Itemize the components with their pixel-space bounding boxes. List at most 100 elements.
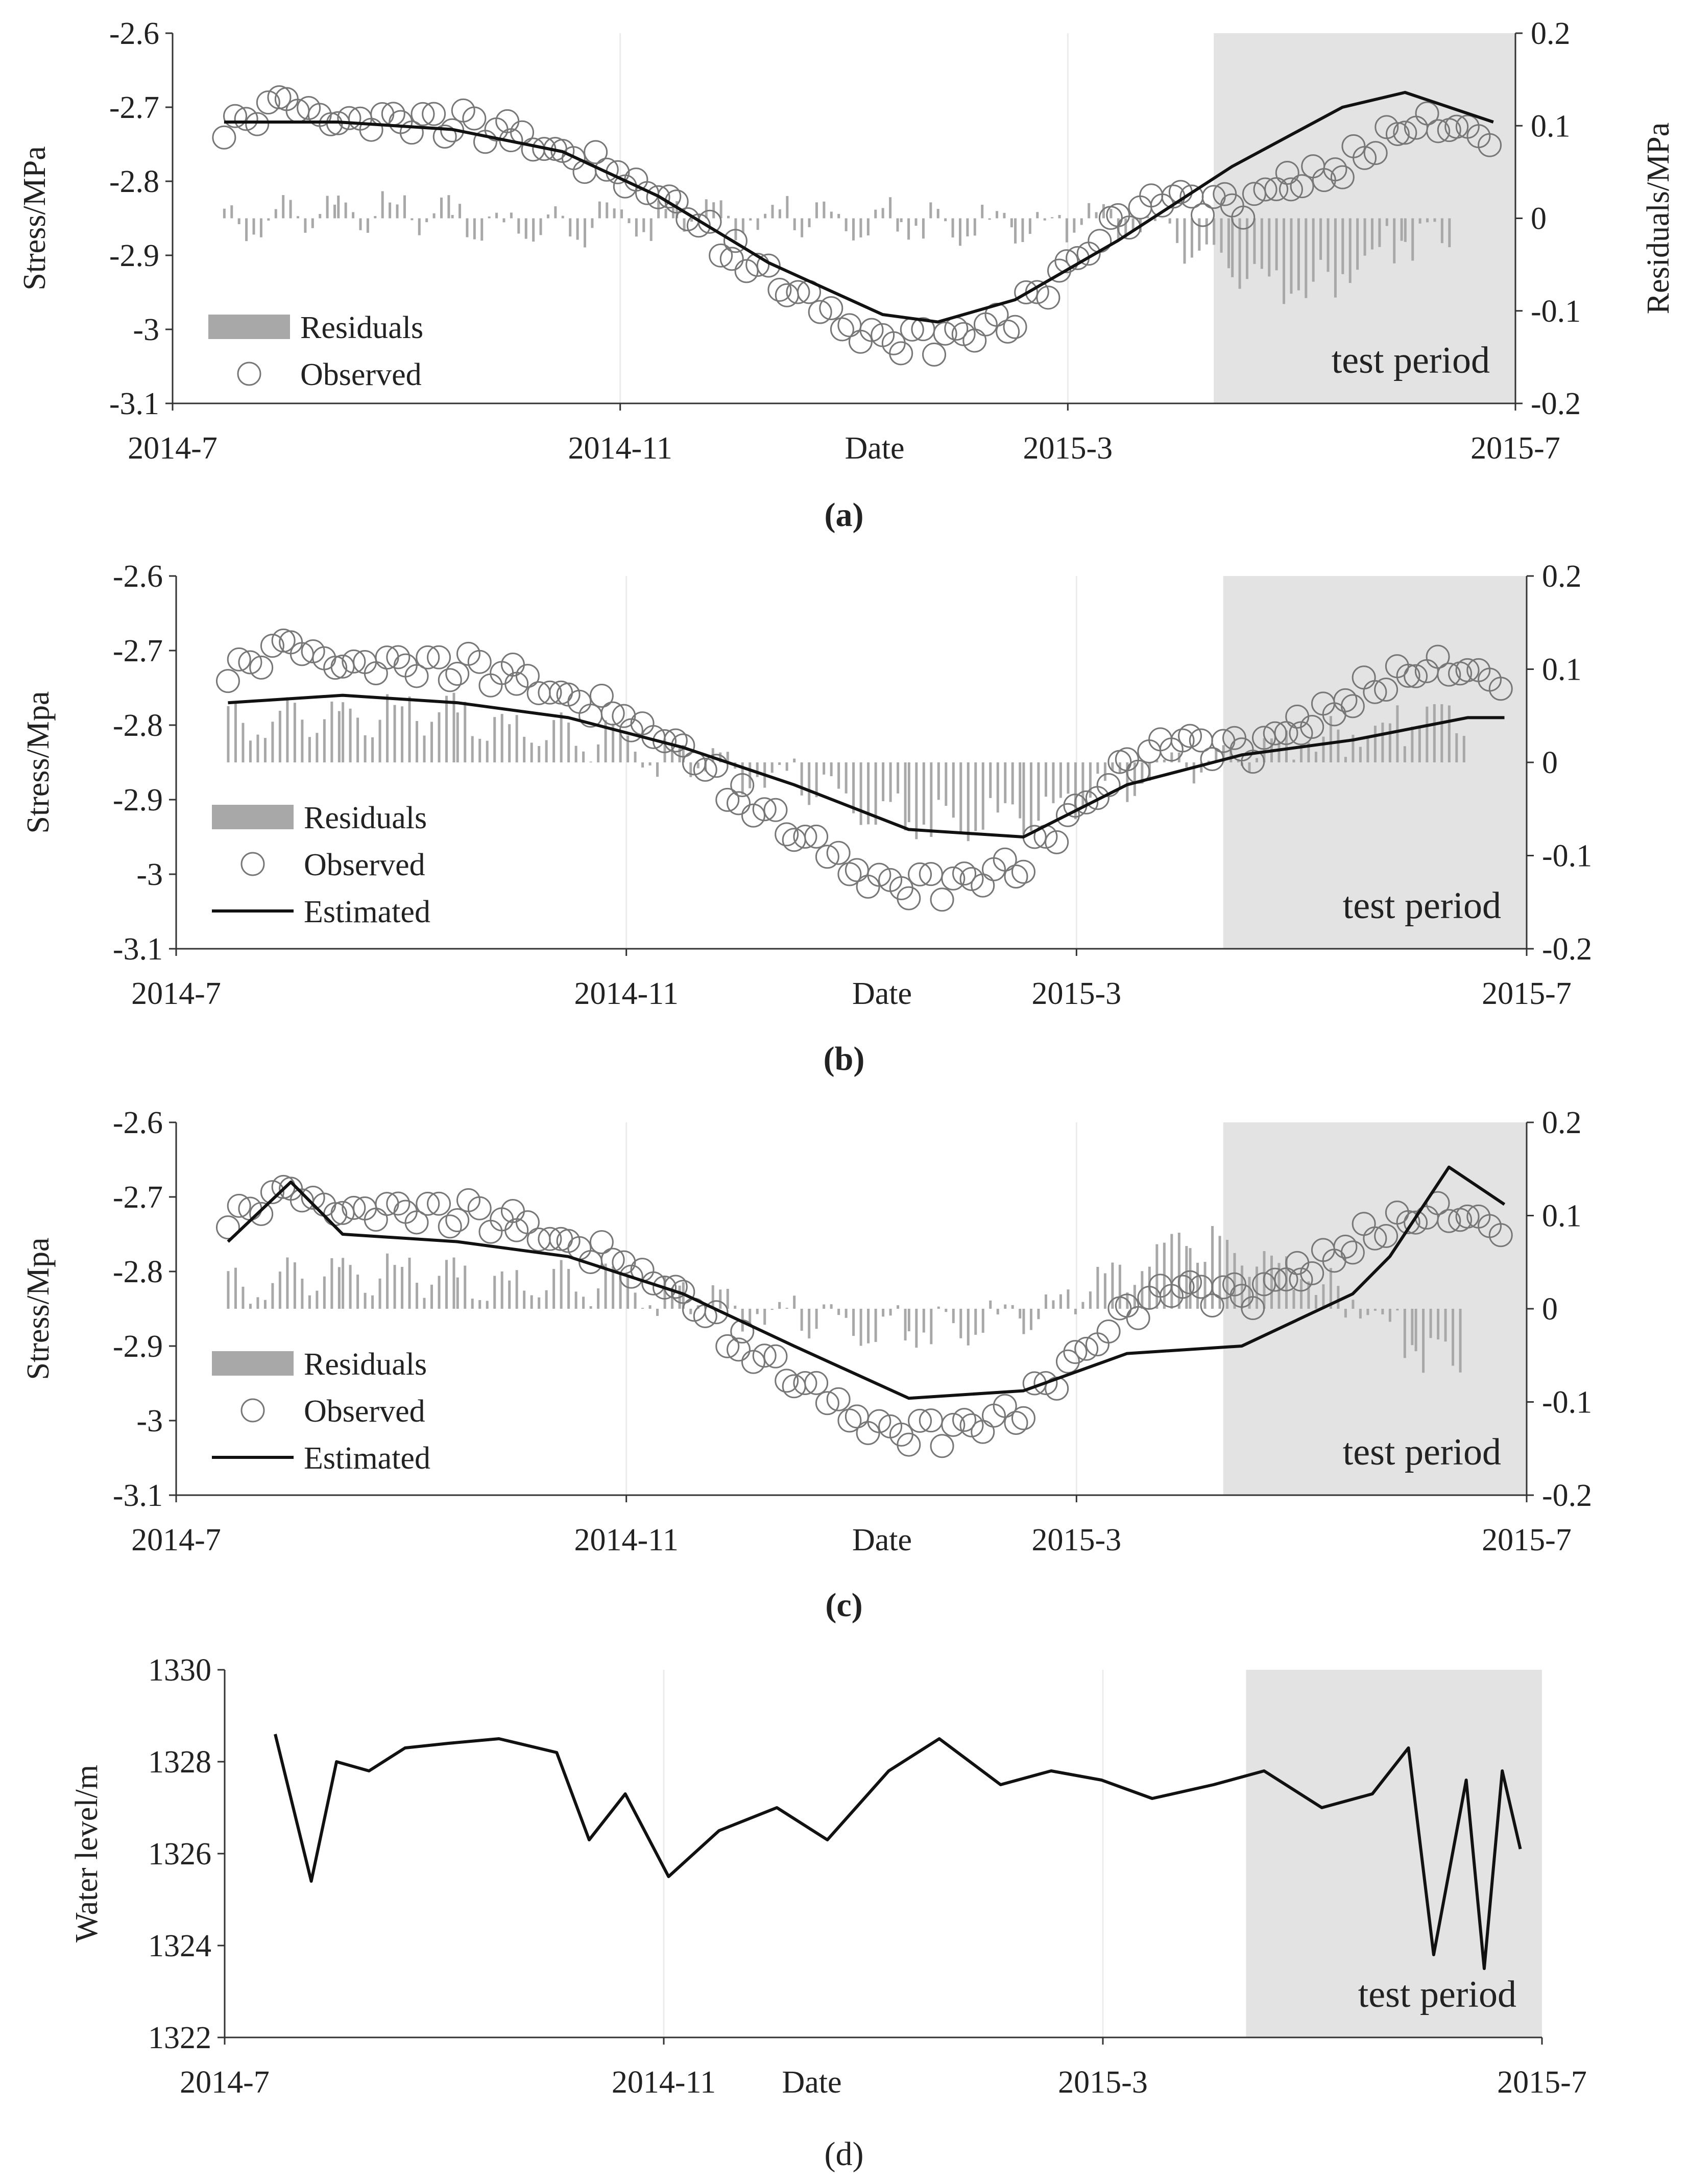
residual-bar <box>330 701 333 762</box>
residual-bar <box>582 751 585 762</box>
observed-point <box>763 1344 788 1369</box>
residual-bar <box>403 195 406 219</box>
residual-bar <box>1344 1309 1347 1318</box>
residual-bar <box>1366 736 1369 762</box>
observed-point <box>1300 1261 1324 1285</box>
residual-bar <box>815 1309 818 1329</box>
observed-point <box>1126 1306 1150 1330</box>
residual-bar <box>1096 1266 1099 1309</box>
residual-bar <box>308 737 311 762</box>
residual-bar <box>1183 218 1186 264</box>
residual-bar <box>922 762 925 825</box>
residual-bar <box>1322 1284 1325 1309</box>
residual-bar <box>1462 736 1465 762</box>
residual-bar <box>1277 741 1281 762</box>
residual-bar <box>1297 218 1300 291</box>
residual-bar <box>1426 218 1429 223</box>
observed-point <box>815 1391 839 1415</box>
observed-point <box>438 1214 462 1239</box>
y-axis-label-left: Stress/MPa <box>17 146 52 290</box>
residual-bar <box>561 215 564 219</box>
residual-bar <box>689 762 692 777</box>
residual-bar <box>1185 762 1188 767</box>
residual-bar <box>263 1300 267 1309</box>
residual-bar <box>1003 212 1006 219</box>
residual-bar <box>626 1277 630 1309</box>
residual-bar <box>897 762 900 794</box>
residual-bar <box>554 206 557 219</box>
residual-bar <box>889 197 892 219</box>
residual-bar <box>293 703 296 762</box>
residual-bar <box>227 1271 230 1309</box>
residual-bar <box>1238 218 1241 289</box>
y-axis-label-right: Residuals/MPa <box>1641 123 1676 314</box>
residual-bar <box>337 1267 341 1309</box>
residual-bar <box>1381 723 1384 762</box>
residual-bar <box>1029 762 1032 831</box>
observed-point <box>1074 790 1099 814</box>
residual-bar <box>1396 1309 1399 1311</box>
residual-bar <box>1292 759 1295 762</box>
residual-bar <box>756 218 759 230</box>
residual-bar <box>263 738 267 762</box>
residual-bar <box>619 1274 622 1309</box>
residual-bar <box>937 1306 940 1309</box>
residual-bar <box>1270 1255 1273 1309</box>
residual-bar <box>800 762 803 796</box>
residual-bar <box>778 762 781 765</box>
y-tick-label-right: -0.1 <box>1542 839 1592 874</box>
residual-bar <box>845 1309 848 1318</box>
residual-bar <box>867 1309 870 1343</box>
observed-point <box>212 125 236 150</box>
residual-bar <box>882 1309 885 1317</box>
residual-bar <box>323 719 326 762</box>
residual-bar <box>245 218 248 242</box>
residual-bar <box>445 695 448 762</box>
residual-bar <box>574 1291 577 1309</box>
residual-bar <box>249 1304 252 1309</box>
panel-c: -2.6 -2.7 -2.8 -2.9 -3 -3.1 0.2 0.1 0 -0.1 -0.2 201… <box>21 1106 1592 1624</box>
residual-bar <box>545 740 548 762</box>
y-tick-label: -3 <box>136 1404 163 1438</box>
residual-bar <box>628 218 631 224</box>
residual-bar <box>500 1271 503 1309</box>
residual-bar <box>1021 218 1024 242</box>
residual-bar <box>1400 218 1403 241</box>
y-tick-label-right: 0.1 <box>1542 1199 1582 1234</box>
observed-point <box>837 1408 862 1433</box>
residual-bar <box>719 752 722 762</box>
y-tick-label: -2.8 <box>113 708 163 743</box>
legend-swatch-residuals <box>208 315 290 339</box>
residual-bar <box>459 204 462 219</box>
x-tick-label: 2015-3 <box>1032 1523 1122 1557</box>
observed-point <box>342 649 366 674</box>
test-period-shading <box>1246 1670 1542 2037</box>
residual-bar <box>597 1288 600 1309</box>
y-tick-label: -2.6 <box>109 16 159 51</box>
residual-bar <box>634 752 637 762</box>
observed-point <box>223 104 247 128</box>
residual-bar <box>1433 218 1436 222</box>
residual-bar <box>1019 1309 1022 1318</box>
observed-point <box>704 1300 729 1325</box>
residual-bar <box>852 218 855 241</box>
residual-bar <box>1337 1286 1340 1309</box>
residual-bar <box>1044 1294 1047 1309</box>
observed-point <box>786 280 810 304</box>
residual-bar <box>1378 218 1381 247</box>
residual-bar <box>808 762 811 805</box>
residual-bar <box>823 762 826 775</box>
residual-bar <box>532 218 535 242</box>
observed-point <box>719 247 744 271</box>
residual-bar <box>1141 762 1144 784</box>
residual-bar <box>606 202 609 219</box>
residual-bar <box>981 762 984 830</box>
residual-bar <box>1359 1309 1362 1319</box>
observed-point <box>260 1180 284 1205</box>
residual-bar <box>1388 723 1391 762</box>
y-tick-label-right: -0.2 <box>1542 1478 1592 1513</box>
residual-bar <box>1246 218 1248 279</box>
observed-point <box>1253 177 1277 202</box>
x-tick-label: 2015-3 <box>1058 2065 1148 2100</box>
observed-point <box>941 866 966 891</box>
